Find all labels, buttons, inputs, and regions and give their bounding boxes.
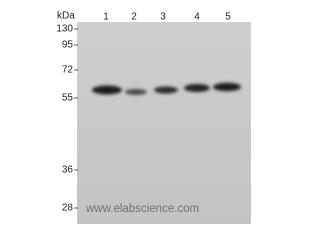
marker-label: 130	[56, 24, 73, 35]
lane-labels: 1 2 3 4 5	[103, 12, 231, 23]
watermark: www.elabscience.com	[85, 203, 199, 215]
marker-label: 95	[62, 40, 74, 51]
marker-label: 55	[62, 93, 74, 104]
band	[213, 82, 241, 92]
marker-ticks	[74, 28, 78, 209]
marker-label: 72	[62, 65, 74, 76]
band	[184, 84, 210, 92]
bands	[92, 82, 241, 95]
lane-label: 2	[131, 12, 137, 23]
band	[154, 86, 178, 94]
marker-label: 36	[62, 165, 74, 176]
unit-label: kDa	[57, 11, 75, 22]
lane-label: 1	[103, 12, 109, 23]
marker-labels: 130 95 72 55 36 28	[56, 24, 73, 214]
marker-label: 28	[62, 203, 74, 214]
lane-label: 4	[194, 12, 200, 23]
lane-label: 5	[225, 12, 231, 23]
band	[92, 85, 122, 95]
lane-label: 3	[160, 12, 166, 23]
blot-membrane	[77, 22, 251, 224]
blot-figure: kDa 130 95 72 55 36 28 1 2 3 4 5 www.ela…	[56, 11, 251, 224]
band	[125, 89, 147, 95]
